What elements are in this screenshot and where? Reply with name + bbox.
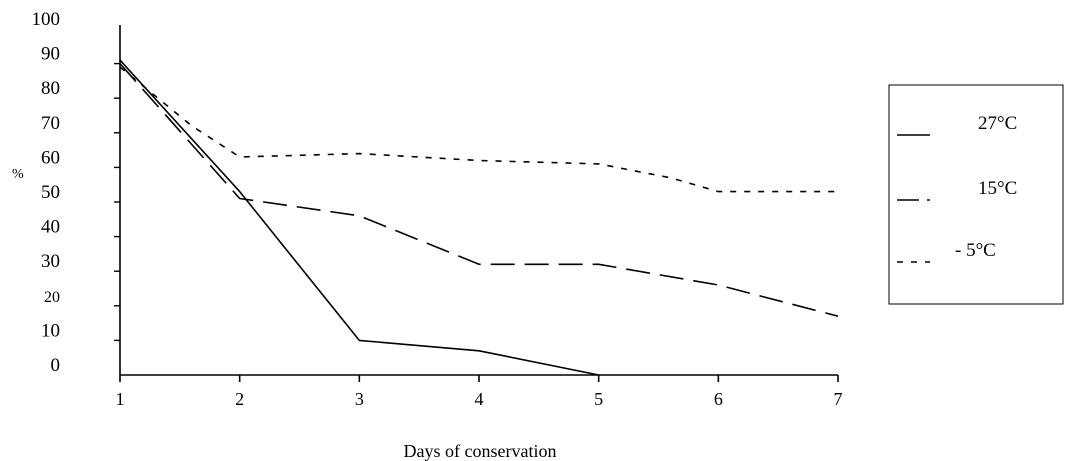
x-tick-label: 5 xyxy=(594,389,603,409)
x-tick-label: 2 xyxy=(235,389,244,409)
series-layer xyxy=(119,59,839,376)
x-axis-ticks: 1 2 3 4 5 6 7 xyxy=(116,375,843,409)
y-axis-title: % xyxy=(12,167,24,182)
y-tick-label: 0 xyxy=(51,355,61,376)
y-tick-label: 10 xyxy=(41,320,60,341)
x-tick-label: 6 xyxy=(714,389,723,409)
y-axis-ticks: 0 10 20 30 40 50 60 70 80 90 100 xyxy=(32,9,120,376)
legend: 27°C 15°C - 5°C xyxy=(888,84,1064,305)
y-tick-label: 60 xyxy=(41,147,60,168)
x-tick-label: 4 xyxy=(475,389,484,409)
series-line-dashed xyxy=(119,63,839,317)
legend-label: 27°C xyxy=(978,113,1017,134)
legend-label: 15°C xyxy=(978,178,1017,199)
y-tick-label: 70 xyxy=(41,113,60,134)
y-tick-label: 100 xyxy=(32,9,61,30)
x-tick-label: 1 xyxy=(116,389,125,409)
series-line-solid xyxy=(119,59,599,376)
legend-label: - 5°C xyxy=(955,240,996,261)
y-tick-label: 30 xyxy=(41,251,60,272)
legend-box xyxy=(888,84,1064,305)
y-tick-label: 90 xyxy=(41,44,60,65)
axes xyxy=(119,25,838,376)
y-tick-label: 50 xyxy=(41,182,60,203)
y-tick-label: 40 xyxy=(41,217,60,238)
y-tick-label: 20 xyxy=(44,289,60,306)
x-axis-title: Days of conservation xyxy=(404,441,557,461)
series-line-dotted xyxy=(119,66,838,193)
x-tick-label: 7 xyxy=(834,389,843,409)
y-tick-label: 80 xyxy=(41,78,60,99)
x-tick-label: 3 xyxy=(355,389,364,409)
